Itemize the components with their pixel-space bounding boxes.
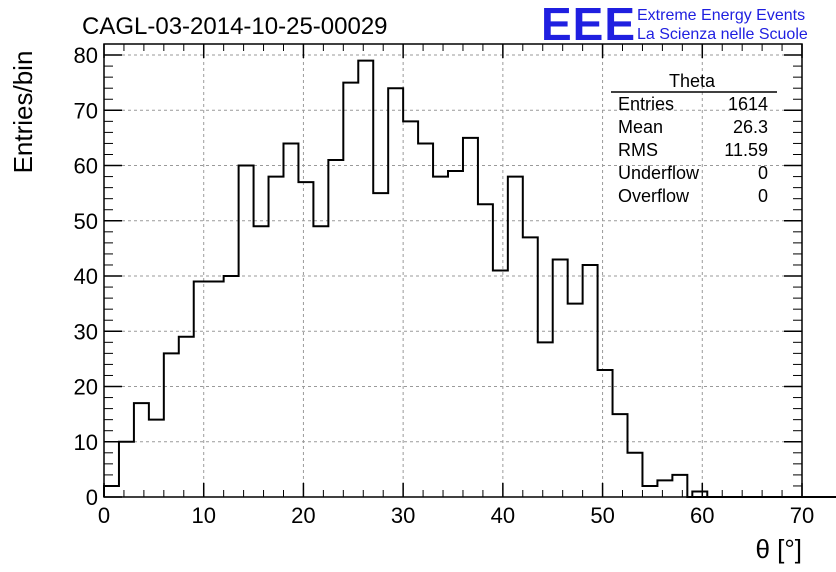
stats-label-rms: RMS: [618, 140, 658, 160]
stats-label-mean: Mean: [618, 117, 663, 137]
y-tick-label: 40: [74, 264, 98, 289]
stats-value-rms: 11.59: [724, 140, 768, 160]
eee-line-2: La Scienza nelle Scuole: [637, 26, 808, 43]
stats-box: Theta Entries 1614 Mean 26.3 RMS 11.59 U…: [611, 71, 777, 206]
plot-frame: [103, 43, 803, 498]
x-tick-label: 70: [790, 503, 814, 528]
y-tick-label: 0: [86, 485, 98, 510]
x-tick-label: 30: [391, 503, 415, 528]
chart-title: CAGL-03-2014-10-25-00029: [82, 13, 388, 40]
histogram-line: [103, 59, 836, 498]
eee-line-1: Extreme Energy Events: [637, 7, 805, 24]
stats-value-overflow: 0: [758, 186, 768, 206]
y-tick-label: 10: [74, 430, 98, 455]
x-tick-label: 20: [291, 503, 315, 528]
stats-value-entries: 1614: [728, 94, 768, 114]
stats-value-underflow: 0: [758, 163, 768, 183]
eee-logo: EEE: [541, 0, 636, 50]
x-axis-label: θ [°]: [755, 534, 802, 564]
y-tick-label: 70: [74, 98, 98, 123]
stats-label-overflow: Overflow: [618, 186, 690, 206]
tick-labels: 0 10 20 30 40 50 60 70 0 10 20 30 40 50 60 70 80: [74, 43, 815, 528]
y-axis-label: Entries/bin: [8, 51, 38, 174]
y-tick-label: 50: [74, 209, 98, 234]
grid-lines: [104, 44, 802, 497]
stats-label-entries: Entries: [618, 94, 674, 114]
stats-label-underflow: Underflow: [618, 163, 700, 183]
x-tick-label: 10: [191, 503, 215, 528]
y-tick-label: 60: [74, 154, 98, 179]
x-tick-label: 50: [590, 503, 614, 528]
histogram-lone-bin: [691, 490, 709, 497]
stats-value-mean: 26.3: [733, 117, 768, 137]
x-tick-label: 0: [98, 503, 110, 528]
x-tick-label: 60: [690, 503, 714, 528]
stats-title: Theta: [669, 71, 716, 91]
x-tick-label: 40: [491, 503, 515, 528]
y-tick-label: 20: [74, 375, 98, 400]
axis-ticks: [103, 44, 803, 498]
y-tick-label: 80: [74, 43, 98, 68]
y-tick-label: 30: [74, 319, 98, 344]
